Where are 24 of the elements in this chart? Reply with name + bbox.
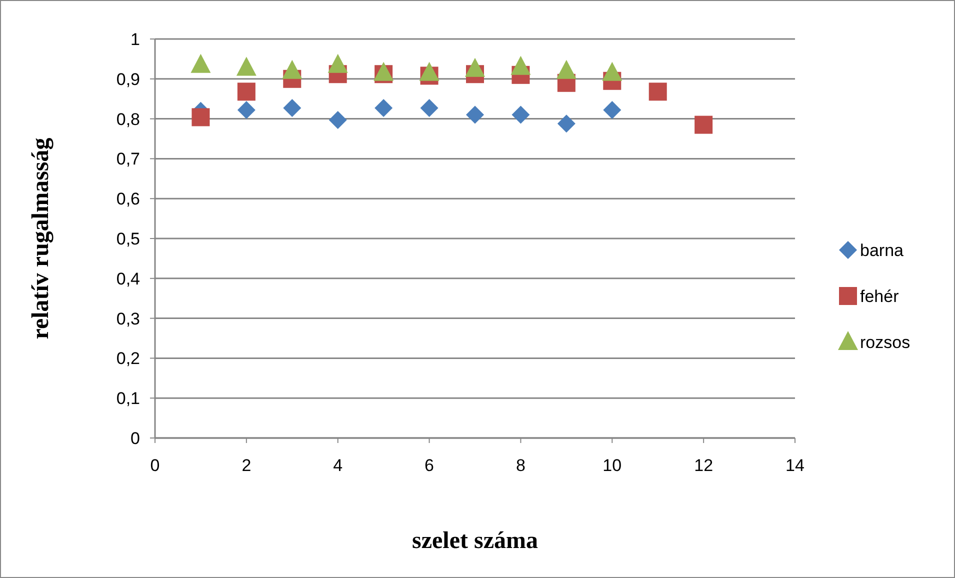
x-tick-label: 2: [242, 456, 252, 475]
x-tick-label: 8: [516, 456, 526, 475]
x-axis-title: szelet száma: [412, 528, 538, 554]
y-tick-label: 0,3: [116, 309, 140, 328]
y-tick-label: 0,5: [116, 229, 140, 248]
y-tick-label: 0,2: [116, 349, 140, 368]
x-tick-label: 0: [150, 456, 160, 475]
y-axis-title: relatív rugalmasság: [28, 138, 54, 340]
legend-label: rozsos: [860, 332, 910, 352]
x-tick-label: 6: [424, 456, 434, 475]
y-tick-label: 0,8: [116, 110, 140, 129]
x-tick-label: 4: [333, 456, 343, 475]
y-tick-label: 1: [130, 30, 140, 49]
legend-label: fehér: [860, 286, 900, 306]
y-tick-label: 0,9: [116, 70, 140, 89]
x-tick-label: 12: [694, 456, 714, 475]
y-tick-label: 0,4: [116, 269, 140, 288]
x-tick-label: 14: [786, 456, 804, 475]
y-tick-label: 0,6: [116, 190, 140, 209]
y-tick-label: 0: [130, 428, 140, 448]
y-tick-label: 0,7: [116, 150, 140, 169]
y-tick-label: 0,1: [116, 389, 140, 408]
legend-label: barna: [860, 240, 904, 260]
x-tick-label: 10: [602, 456, 622, 475]
